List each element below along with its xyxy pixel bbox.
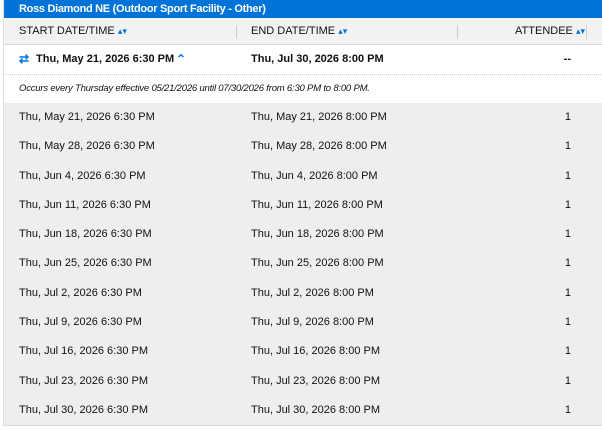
series-end: Thu, Jul 30, 2026 8:00 PM <box>251 53 384 65</box>
table-row[interactable]: Thu, Jul 9, 2026 6:30 PM Thu, Jul 9, 2026… <box>4 308 602 337</box>
facility-title: Ross Diamond NE (Outdoor Sport Facility … <box>4 0 602 18</box>
column-divider <box>457 25 458 39</box>
column-start-label: START DATE/TIME <box>19 25 115 37</box>
cell-attendee: 1 <box>564 140 571 153</box>
cell-attendee: 1 <box>564 111 571 123</box>
cell-attendee: 1 <box>564 316 571 329</box>
cell-start: Thu, Jun 4, 2026 6:30 PM <box>19 169 146 182</box>
series-start: Thu, May 21, 2026 6:30 PM <box>36 53 175 65</box>
table-row[interactable]: Thu, Jun 4, 2026 6:30 PM Thu, Jun 4, 2026… <box>4 162 602 191</box>
cell-attendee: 1 <box>564 198 571 211</box>
column-end[interactable]: END DATE/TIME ▴▾ <box>251 18 347 44</box>
table-row[interactable]: Thu, Jul 23, 2026 6:30 PM Thu, Jul 23, 20… <box>4 367 602 396</box>
cell-start: Thu, Jul 16, 2026 6:30 PM <box>19 345 149 358</box>
cell-start: Thu, Jul 23, 2026 6:30 PM <box>19 374 149 387</box>
column-start[interactable]: START DATE/TIME ▴▾ <box>19 18 127 44</box>
bookings-panel: Ross Diamond NE (Outdoor Sport Facility … <box>3 0 602 427</box>
table-header: START DATE/TIME ▴▾ END DATE/TIME ▴▾ ATTE… <box>4 18 602 45</box>
cell-end: Thu, Jun 25, 2026 8:00 PM <box>251 257 384 270</box>
cell-start: Thu, Jul 9, 2026 6:30 PM <box>19 316 142 329</box>
occurrence-list: Thu, May 21, 2026 6:30 PM Thu, May 21, 20… <box>4 103 602 427</box>
recurrence-note: Occurs every Thursday effective 05/21/20… <box>19 83 370 94</box>
cell-attendee: 1 <box>564 228 571 241</box>
cell-start: Thu, May 21, 2026 6:30 PM <box>19 111 155 123</box>
table-row[interactable]: Thu, May 21, 2026 6:30 PM Thu, May 21, 20… <box>4 103 602 132</box>
cell-start: Thu, Jul 2, 2026 6:30 PM <box>19 286 142 299</box>
chevron-up-icon[interactable]: ⌃ <box>176 52 187 66</box>
repeat-icon: ⇄ <box>19 52 30 66</box>
cell-end: Thu, May 28, 2026 8:00 PM <box>251 140 387 153</box>
cell-end: Thu, Jul 23, 2026 8:00 PM <box>251 374 381 387</box>
cell-attendee: 1 <box>564 257 571 270</box>
column-divider <box>236 25 237 39</box>
cell-end: Thu, Jul 16, 2026 8:00 PM <box>251 345 381 358</box>
cell-attendee: 1 <box>564 345 571 358</box>
table-row[interactable]: Thu, Jun 25, 2026 6:30 PM Thu, Jun 25, 20… <box>4 249 602 278</box>
table-row[interactable]: Thu, Jul 16, 2026 6:30 PM Thu, Jul 16, 20… <box>4 337 602 366</box>
series-attendee: -- <box>563 53 571 65</box>
cell-end: Thu, Jul 9, 2026 8:00 PM <box>251 316 374 329</box>
series-row[interactable]: ⇄ Thu, May 21, 2026 6:30 PM ⌃ Thu, Jul 3… <box>4 45 602 75</box>
cell-start: Thu, May 28, 2026 6:30 PM <box>19 140 155 153</box>
cell-attendee: 1 <box>564 403 571 416</box>
table-row[interactable]: Thu, Jul 2, 2026 6:30 PM Thu, Jul 2, 2026… <box>4 279 602 308</box>
cell-end: Thu, Jul 2, 2026 8:00 PM <box>251 286 374 299</box>
cell-end: Thu, Jul 30, 2026 8:00 PM <box>251 403 381 416</box>
cell-end: Thu, Jun 4, 2026 8:00 PM <box>251 169 378 182</box>
table-row[interactable]: Thu, Jul 30, 2026 6:30 PM Thu, Jul 30, 20… <box>4 396 602 425</box>
table-row[interactable]: Thu, Jun 11, 2026 6:30 PM Thu, Jun 11, 20… <box>4 191 602 220</box>
cell-start: Thu, Jun 25, 2026 6:30 PM <box>19 257 152 270</box>
column-divider <box>586 25 587 39</box>
column-end-label: END DATE/TIME <box>251 25 336 37</box>
sort-icon: ▴▾ <box>117 26 127 36</box>
cell-start: Thu, Jun 11, 2026 6:30 PM <box>19 198 151 211</box>
table-row[interactable]: Thu, May 28, 2026 6:30 PM Thu, May 28, 20… <box>4 132 602 161</box>
cell-start: Thu, Jul 30, 2026 6:30 PM <box>19 403 149 416</box>
cell-attendee: 1 <box>564 286 571 299</box>
sort-icon: ▴▾ <box>338 26 348 36</box>
cell-end: Thu, Jun 18, 2026 8:00 PM <box>251 228 384 241</box>
column-attendee-label: ATTENDEE <box>515 25 573 37</box>
cell-attendee: 1 <box>564 169 571 182</box>
cell-attendee: 1 <box>564 374 571 387</box>
table-row[interactable]: Thu, Jun 18, 2026 6:30 PM Thu, Jun 18, 20… <box>4 220 602 249</box>
column-attendee[interactable]: ATTENDEE ▴▾ <box>515 18 585 44</box>
cell-end: Thu, Jun 11, 2026 8:00 PM <box>251 198 383 211</box>
sort-icon: ▴▾ <box>575 26 585 36</box>
cell-end: Thu, May 21, 2026 8:00 PM <box>251 111 387 123</box>
cell-start: Thu, Jun 18, 2026 6:30 PM <box>19 228 152 241</box>
